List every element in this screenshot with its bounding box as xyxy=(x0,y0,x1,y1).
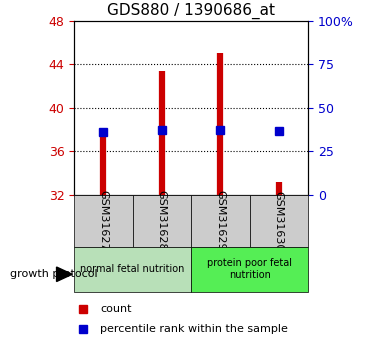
Title: GDS880 / 1390686_at: GDS880 / 1390686_at xyxy=(107,3,275,19)
Polygon shape xyxy=(57,267,72,282)
Bar xyxy=(250,195,308,247)
Text: count: count xyxy=(101,304,132,314)
Text: GSM31629: GSM31629 xyxy=(215,190,225,251)
Text: protein poor fetal
nutrition: protein poor fetal nutrition xyxy=(207,258,292,280)
Bar xyxy=(74,247,191,292)
Text: GSM31628: GSM31628 xyxy=(157,190,167,251)
Bar xyxy=(191,247,308,292)
Bar xyxy=(133,195,191,247)
Text: GSM31627: GSM31627 xyxy=(98,190,108,251)
Text: GSM31630: GSM31630 xyxy=(274,190,284,251)
Text: percentile rank within the sample: percentile rank within the sample xyxy=(101,324,288,334)
Text: normal fetal nutrition: normal fetal nutrition xyxy=(80,264,185,274)
Text: growth protocol: growth protocol xyxy=(10,269,98,279)
Bar xyxy=(74,195,133,247)
Bar xyxy=(191,195,250,247)
